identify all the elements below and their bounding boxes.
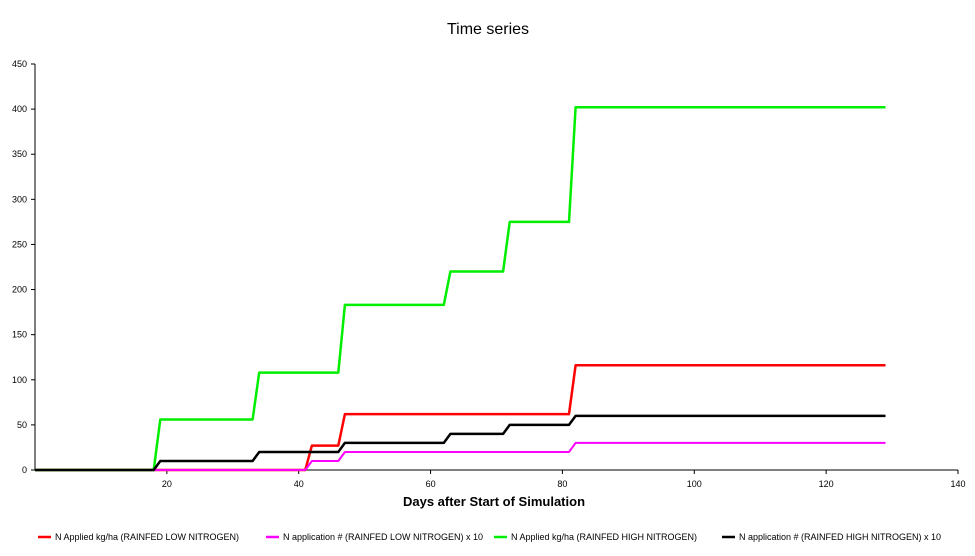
legend: N Applied kg/ha (RAINFED LOW NITROGEN) N … <box>38 532 941 542</box>
x-axis-title: Days after Start of Simulation <box>403 494 585 509</box>
y-tick-label: 0 <box>22 465 27 475</box>
legend-label: N application # (RAINFED LOW NITROGEN) x… <box>283 532 483 542</box>
x-tick-label: 40 <box>294 479 304 489</box>
y-tick-label: 350 <box>12 149 27 159</box>
y-tick-label: 250 <box>12 239 27 249</box>
y-tick-label: 300 <box>12 194 27 204</box>
series-layer <box>35 106 886 472</box>
legend-label: N application # (RAINFED HIGH NITROGEN) … <box>739 532 941 542</box>
y-tick-label: 450 <box>12 59 27 69</box>
x-tick-label: 20 <box>162 479 172 489</box>
legend-label: N Applied kg/ha (RAINFED HIGH NITROGEN) <box>511 532 697 542</box>
y-tick-label: 100 <box>12 375 27 385</box>
x-tick-label: 60 <box>426 479 436 489</box>
legend-label: N Applied kg/ha (RAINFED LOW NITROGEN) <box>55 532 239 542</box>
x-tick-label: 100 <box>687 479 702 489</box>
y-tick-label: 400 <box>12 104 27 114</box>
x-tick-label: 120 <box>819 479 834 489</box>
y-tick-label: 50 <box>17 420 27 430</box>
x-tick-label: 80 <box>557 479 567 489</box>
y-tick-label: 200 <box>12 285 27 295</box>
legend-item: N application # (RAINFED LOW NITROGEN) x… <box>266 532 483 542</box>
x-tick-label: 140 <box>950 479 965 489</box>
series-line-1 <box>35 364 886 472</box>
legend-item: N Applied kg/ha (RAINFED LOW NITROGEN) <box>38 532 239 542</box>
legend-item: N Applied kg/ha (RAINFED HIGH NITROGEN) <box>494 532 697 542</box>
chart-title: Time series <box>447 21 529 38</box>
legend-item: N application # (RAINFED HIGH NITROGEN) … <box>722 532 941 542</box>
series-line-2 <box>35 441 886 471</box>
axes: 0 50 100 150 200 250 300 350 400 450 20 40 60 80 100 12… <box>12 59 966 489</box>
series-line-3 <box>35 106 886 472</box>
series-line-4 <box>35 414 886 472</box>
y-tick-label: 150 <box>12 330 27 340</box>
